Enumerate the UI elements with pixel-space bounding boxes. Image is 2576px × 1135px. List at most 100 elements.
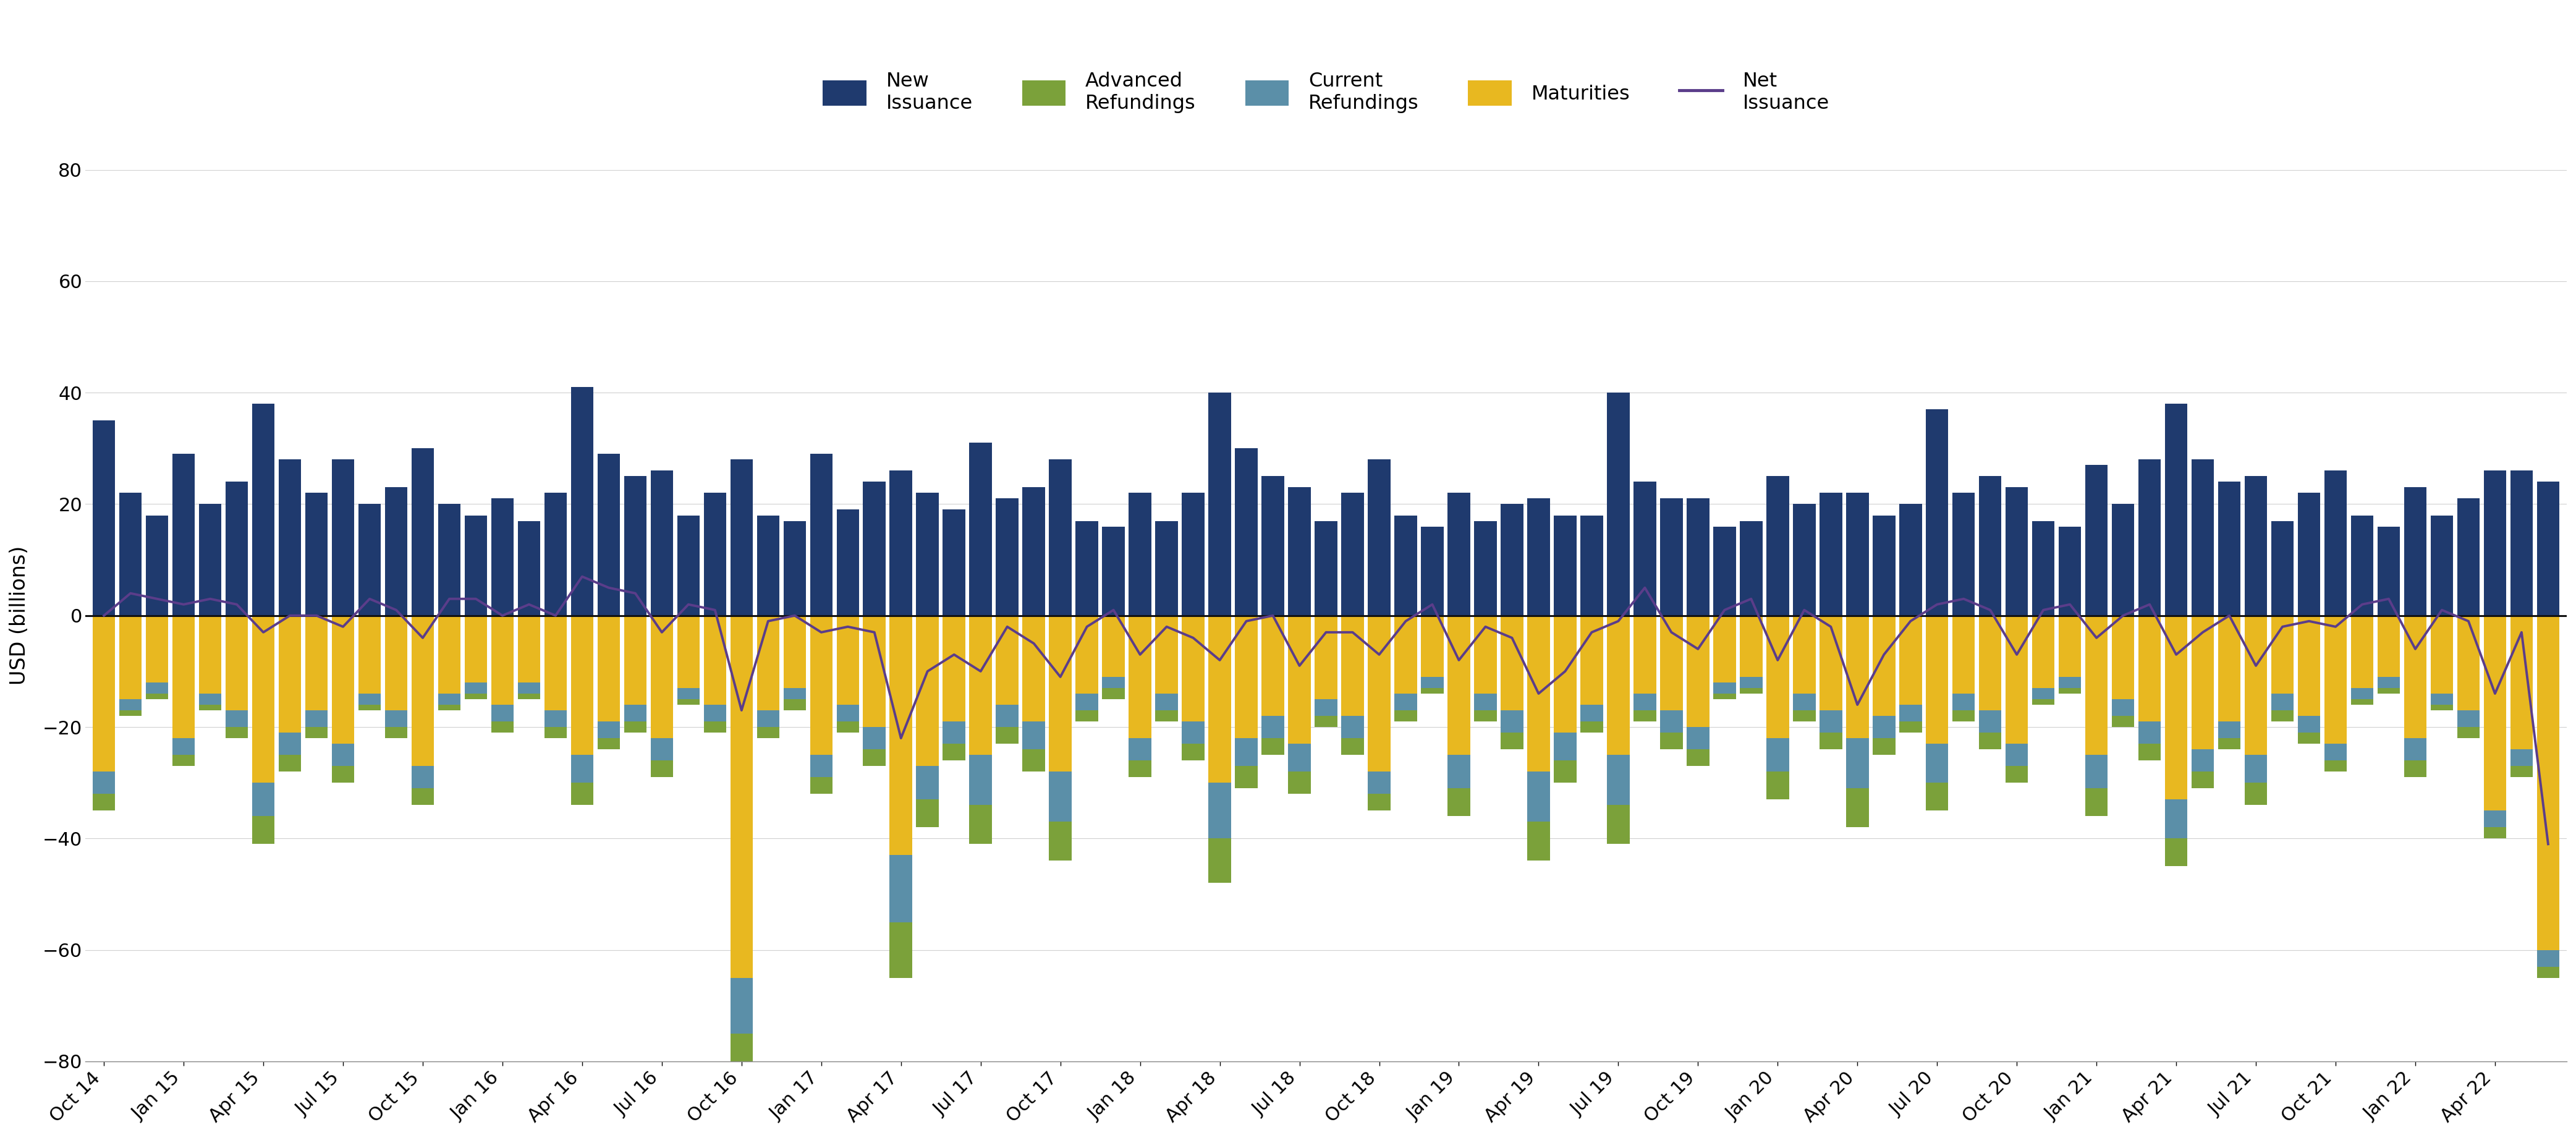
Bar [332, 615, 355, 743]
Bar [2192, 615, 2213, 749]
Bar [1953, 711, 1976, 722]
Bar [2298, 732, 2321, 743]
Bar [2244, 783, 2267, 805]
Bar [332, 743, 355, 766]
Bar [1659, 615, 1682, 711]
Bar [358, 705, 381, 711]
Bar [809, 777, 832, 793]
Bar [1394, 515, 1417, 615]
Bar [1607, 615, 1631, 755]
Bar [809, 615, 832, 755]
Bar [1048, 772, 1072, 822]
Bar [863, 749, 886, 766]
Bar [1847, 738, 1868, 789]
Bar [518, 521, 541, 615]
Bar [173, 454, 196, 615]
Bar [1314, 699, 1337, 716]
Bar [677, 615, 701, 688]
Bar [2112, 504, 2136, 615]
Bar [304, 493, 327, 615]
Bar [2032, 521, 2056, 615]
Bar [118, 615, 142, 699]
Bar [2032, 615, 2056, 688]
Bar [1899, 504, 1922, 615]
Bar [2483, 471, 2506, 615]
Bar [1633, 693, 1656, 711]
Bar [1314, 521, 1337, 615]
Bar [1978, 615, 2002, 711]
Bar [2084, 755, 2107, 789]
Bar [2007, 487, 2027, 615]
Bar [227, 728, 247, 738]
Bar [652, 738, 672, 760]
Bar [1128, 615, 1151, 738]
Bar [464, 693, 487, 699]
Legend: New
Issuance, Advanced
Refundings, Current
Refundings, Maturities, Net
Issuance: New Issuance, Advanced Refundings, Curre… [814, 64, 1837, 120]
Bar [2324, 471, 2347, 615]
Bar [304, 615, 327, 711]
Bar [1023, 749, 1046, 772]
Bar [1368, 793, 1391, 810]
Bar [889, 922, 912, 977]
Bar [227, 482, 247, 615]
Bar [889, 855, 912, 922]
Bar [783, 699, 806, 711]
Bar [809, 755, 832, 777]
Bar [572, 615, 592, 755]
Bar [1422, 676, 1443, 688]
Bar [438, 705, 461, 711]
Bar [729, 1034, 752, 1078]
Bar [1288, 743, 1311, 772]
Bar [1448, 493, 1471, 615]
Bar [1978, 732, 2002, 749]
Bar [2138, 615, 2161, 722]
Bar [1739, 688, 1762, 693]
Bar [1847, 615, 1868, 738]
Bar [1208, 783, 1231, 839]
Bar [1927, 743, 1947, 783]
Y-axis label: USD (billions): USD (billions) [10, 546, 31, 686]
Bar [1208, 615, 1231, 783]
Bar [1502, 711, 1522, 732]
Bar [1582, 515, 1602, 615]
Bar [2432, 693, 2452, 705]
Bar [1553, 515, 1577, 615]
Bar [1473, 521, 1497, 615]
Bar [1422, 688, 1443, 693]
Bar [1528, 822, 1551, 860]
Bar [837, 615, 860, 705]
Bar [1767, 477, 1788, 615]
Bar [997, 498, 1018, 615]
Bar [544, 615, 567, 711]
Bar [1182, 743, 1206, 760]
Bar [2138, 722, 2161, 743]
Bar [1873, 615, 1896, 716]
Bar [438, 615, 461, 693]
Bar [598, 615, 621, 722]
Bar [2164, 799, 2187, 839]
Bar [1368, 460, 1391, 615]
Bar [227, 711, 247, 728]
Bar [412, 448, 433, 615]
Bar [1953, 493, 1976, 615]
Bar [2537, 967, 2561, 977]
Bar [1819, 732, 1842, 749]
Bar [2458, 711, 2481, 728]
Bar [118, 493, 142, 615]
Bar [2164, 615, 2187, 799]
Bar [1314, 716, 1337, 728]
Bar [278, 460, 301, 615]
Bar [1473, 693, 1497, 711]
Bar [544, 493, 567, 615]
Bar [2058, 527, 2081, 615]
Bar [623, 705, 647, 722]
Bar [1607, 805, 1631, 844]
Bar [757, 711, 781, 728]
Bar [1659, 498, 1682, 615]
Bar [93, 772, 116, 793]
Bar [598, 738, 621, 749]
Bar [1739, 521, 1762, 615]
Bar [1582, 615, 1602, 705]
Bar [1154, 711, 1177, 722]
Bar [492, 615, 513, 705]
